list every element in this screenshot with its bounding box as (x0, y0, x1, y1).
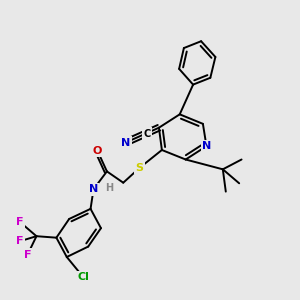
Text: N: N (121, 138, 130, 148)
Text: C: C (143, 129, 150, 139)
Text: F: F (16, 217, 24, 227)
Text: S: S (136, 163, 144, 173)
Text: Cl: Cl (77, 272, 89, 282)
Text: N: N (89, 184, 98, 194)
Text: N: N (202, 141, 211, 151)
Text: F: F (16, 236, 24, 246)
Text: O: O (93, 146, 102, 156)
Text: H: H (105, 183, 113, 193)
Text: F: F (24, 250, 31, 260)
